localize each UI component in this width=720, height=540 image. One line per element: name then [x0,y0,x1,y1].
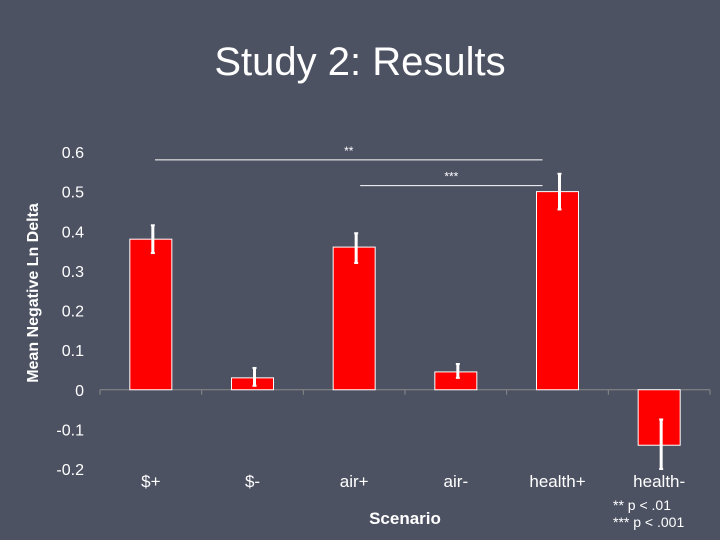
y-axis-label: Mean Negative Ln Delta [25,203,42,383]
error-bar-health+ [557,172,562,211]
bar-health- [637,389,681,446]
bar-air- [434,371,478,391]
bar-health+ [536,191,579,391]
significance-note-1: ** p < .01 [613,497,671,513]
y-tick-label: -0.1 [56,422,84,439]
y-tick-label: 0.6 [62,145,84,162]
bar-$+ [129,238,173,391]
x-axis-label: Scenario [369,509,441,528]
x-tick-label: health- [633,472,685,491]
bar-air+ [332,246,376,391]
significance-label: *** [444,170,458,184]
x-tick-label: health+ [529,472,585,491]
y-tick-label: 0.5 [62,185,84,202]
page-title: Study 2: Results [214,40,506,84]
significance-label: ** [344,144,354,158]
error-bar-health- [659,418,664,470]
bar-$- [231,377,274,391]
x-tick-label: $+ [141,472,160,491]
error-bar-air- [455,362,460,379]
x-tick-label: air+ [340,472,369,491]
x-tick-label: air- [444,472,469,491]
significance-note-2: *** p < .001 [613,514,685,530]
y-tick-label: -0.2 [56,462,84,479]
y-tick-label: 0.4 [62,224,84,241]
error-bar-$+ [150,224,155,255]
error-bar-$- [252,366,257,387]
y-tick-label: 0.2 [62,304,84,321]
error-bar-air+ [354,232,359,264]
y-tick-label: 0.1 [62,343,84,360]
x-tick-label: $- [245,472,260,491]
y-tick-label: 0 [75,383,84,400]
y-tick-label: 0.3 [62,264,84,281]
